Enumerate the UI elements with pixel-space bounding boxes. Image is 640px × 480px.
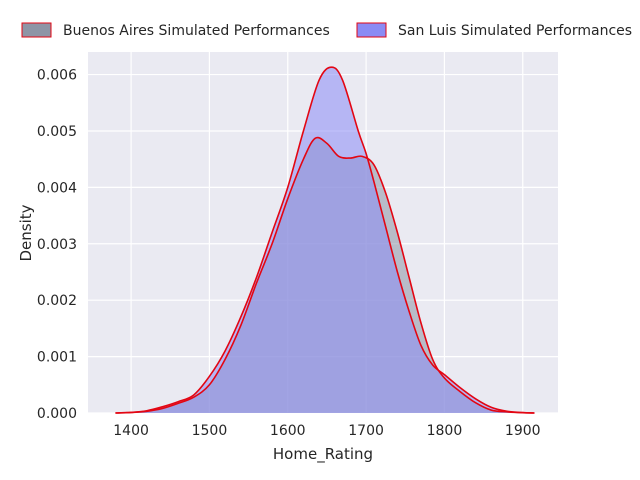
y-tick-label: 0.006	[37, 68, 77, 84]
legend-swatch-san-luis	[356, 22, 387, 38]
y-tick-label: 0.000	[37, 406, 77, 422]
y-tick-label: 0.004	[37, 180, 77, 196]
legend: Buenos Aires Simulated Performances San …	[21, 22, 632, 39]
line-buenos-aires	[115, 136, 535, 414]
x-tick-label: 1600	[270, 423, 306, 439]
legend-swatch-buenos-aires	[21, 22, 52, 38]
x-tick-label: 1700	[348, 423, 384, 439]
y-tick-label: 0.003	[37, 237, 77, 253]
y-axis-label: Density	[17, 204, 35, 261]
x-axis-label: Home_Rating	[273, 445, 373, 464]
x-tick-label: 1900	[505, 423, 541, 439]
x-tick-label: 1400	[113, 423, 149, 439]
legend-label-buenos-aires: Buenos Aires Simulated Performances	[63, 23, 330, 39]
y-tick-label: 0.001	[37, 350, 77, 366]
density-series	[115, 66, 535, 414]
x-tick-label: 1500	[192, 423, 228, 439]
area-san-luis	[115, 67, 535, 413]
legend-label-san-luis: San Luis Simulated Performances	[398, 23, 632, 39]
line-san-luis	[115, 66, 535, 414]
y-tick-label: 0.002	[37, 293, 77, 309]
tick-labels: 1400 1500 1600 1700 1800 1900 0.000 0.001 0.002 0…	[37, 68, 541, 439]
x-tick-label: 1800	[427, 423, 463, 439]
y-tick-label: 0.005	[37, 124, 77, 140]
